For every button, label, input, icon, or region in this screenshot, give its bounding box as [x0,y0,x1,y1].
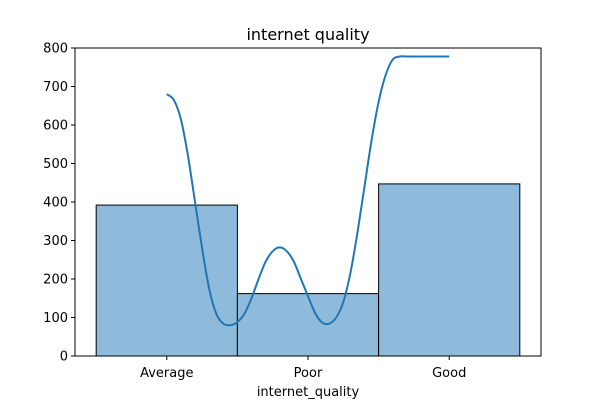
x-tick-label: Average [140,366,193,381]
kde-line [166,55,450,327]
y-tick-label: 500 [43,157,68,172]
y-tick-label: 600 [43,119,68,134]
x-tick-label: Good [432,366,466,381]
x-tick-label: Poor [294,366,323,381]
y-axis: 0 100 200 300 400 500 600 700 800 [43,42,75,365]
bars-layer [95,183,521,357]
y-tick-label: 400 [43,196,68,211]
y-tick-label: 800 [43,42,68,57]
chart-title: internet quality [246,25,369,44]
y-tick-label: 200 [43,273,68,288]
y-tick-label: 100 [43,311,68,326]
bar-good [378,183,521,357]
bar-poor [236,293,380,357]
x-axis-title: internet_quality [257,385,360,400]
y-tick-label: 0 [60,350,68,365]
kde-layer [166,55,450,327]
y-tick-label: 300 [43,234,68,249]
x-axis: Average Poor Good [140,356,466,381]
y-tick-label: 700 [43,80,68,95]
bar-average [95,204,238,357]
